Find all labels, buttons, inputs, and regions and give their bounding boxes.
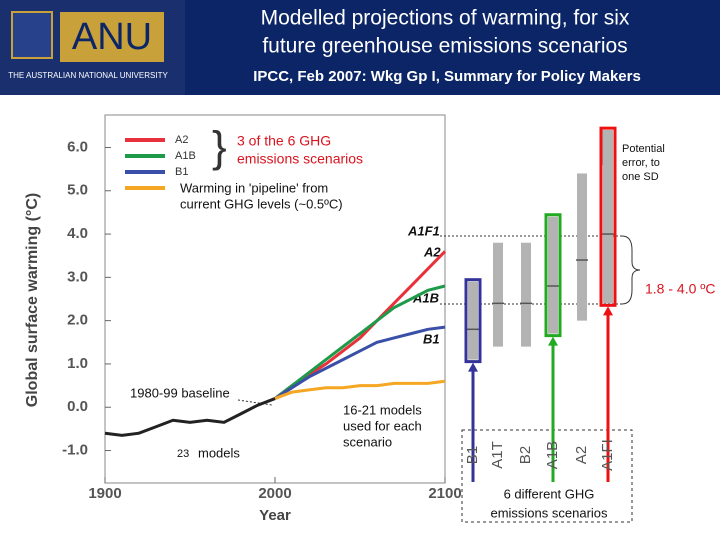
label-bg <box>128 385 238 403</box>
annotation: used for each <box>343 418 422 433</box>
annotation: emissions scenarios <box>490 505 608 520</box>
plot-area <box>104 114 446 484</box>
university: THE AUSTRALIAN NATIONAL UNIVERSITY <box>8 71 168 80</box>
y-tick-label: 0.0 <box>67 398 88 415</box>
legend-label: A2 <box>175 134 188 146</box>
annotation: 1.8 - 4.0 ºC <box>645 281 715 297</box>
title: future greenhouse emissions scenarios <box>262 35 627 58</box>
highlight <box>464 278 482 364</box>
series-line <box>104 397 276 437</box>
category-label: B1 <box>464 446 481 464</box>
category-label: A1T <box>489 441 506 469</box>
annotation: 1980-99 baseline <box>130 385 230 400</box>
series-line <box>274 284 446 400</box>
range-bar <box>468 281 478 360</box>
annotation: Warming in 'pipeline' from <box>180 180 328 195</box>
annotation: 23 <box>177 448 189 460</box>
annotation: error, to <box>622 157 660 169</box>
y-tick-label: 2.0 <box>67 312 88 329</box>
category-label: A1FI <box>599 439 616 471</box>
x-tick-label: 2000 <box>258 485 291 502</box>
category-label: A2 <box>573 446 590 464</box>
x-tick-label: 1900 <box>88 485 121 502</box>
annotation: 6 different GHG <box>504 486 595 501</box>
logo: ANU <box>72 16 152 58</box>
highlight <box>599 126 617 307</box>
annotation: B1 <box>423 331 440 346</box>
logo-box <box>60 12 164 62</box>
series-line <box>274 379 446 400</box>
y-tick-label: 6.0 <box>67 138 88 155</box>
range-bar <box>603 130 613 304</box>
annotation: current GHG levels (~0.5ºC) <box>180 196 343 211</box>
range-bar <box>548 216 558 334</box>
y-tick-label: 1.0 <box>67 355 88 372</box>
category-label: B2 <box>517 446 534 464</box>
legend-label: B1 <box>175 166 188 178</box>
y-axis-title: Global surface warming (°C) <box>24 193 41 407</box>
y-tick-label: 3.0 <box>67 268 88 285</box>
annotation: emissions scenarios <box>237 151 363 167</box>
annotation: models <box>198 445 240 460</box>
y-tick-label: 4.0 <box>67 225 88 242</box>
annotation: A2 <box>423 244 441 259</box>
legend-label: A1B <box>175 150 196 162</box>
leader <box>237 399 273 406</box>
range-bar <box>577 173 587 321</box>
arrow-head <box>603 306 613 316</box>
range-bar <box>493 242 503 347</box>
y-tick-label: 5.0 <box>67 182 88 199</box>
arrow-head <box>548 336 558 346</box>
annotation: 16-21 models <box>343 402 422 417</box>
category-label: A1B <box>544 441 561 469</box>
annotation: one SD <box>622 171 659 183</box>
annotation: Potential <box>622 143 665 155</box>
brace: } <box>212 123 227 172</box>
highlight <box>544 213 562 338</box>
scenario-box <box>461 429 633 523</box>
title: Modelled projections of warming, for six <box>261 7 630 30</box>
annotation: 3 of the 6 GHG <box>237 133 331 149</box>
range-bar <box>521 242 531 347</box>
annotation: scenario <box>343 434 392 449</box>
crest <box>11 11 53 59</box>
annotation: A1F1 <box>407 223 440 238</box>
y-tick-label: -1.0 <box>62 441 88 458</box>
x-tick-label: 2100 <box>428 485 461 502</box>
subtitle: IPCC, Feb 2007: Wkg Gp I, Summary for Po… <box>253 68 641 85</box>
arrow-head <box>468 362 478 372</box>
series-line <box>274 325 446 400</box>
x-axis-title: Year <box>259 507 291 524</box>
bracket <box>621 235 641 305</box>
